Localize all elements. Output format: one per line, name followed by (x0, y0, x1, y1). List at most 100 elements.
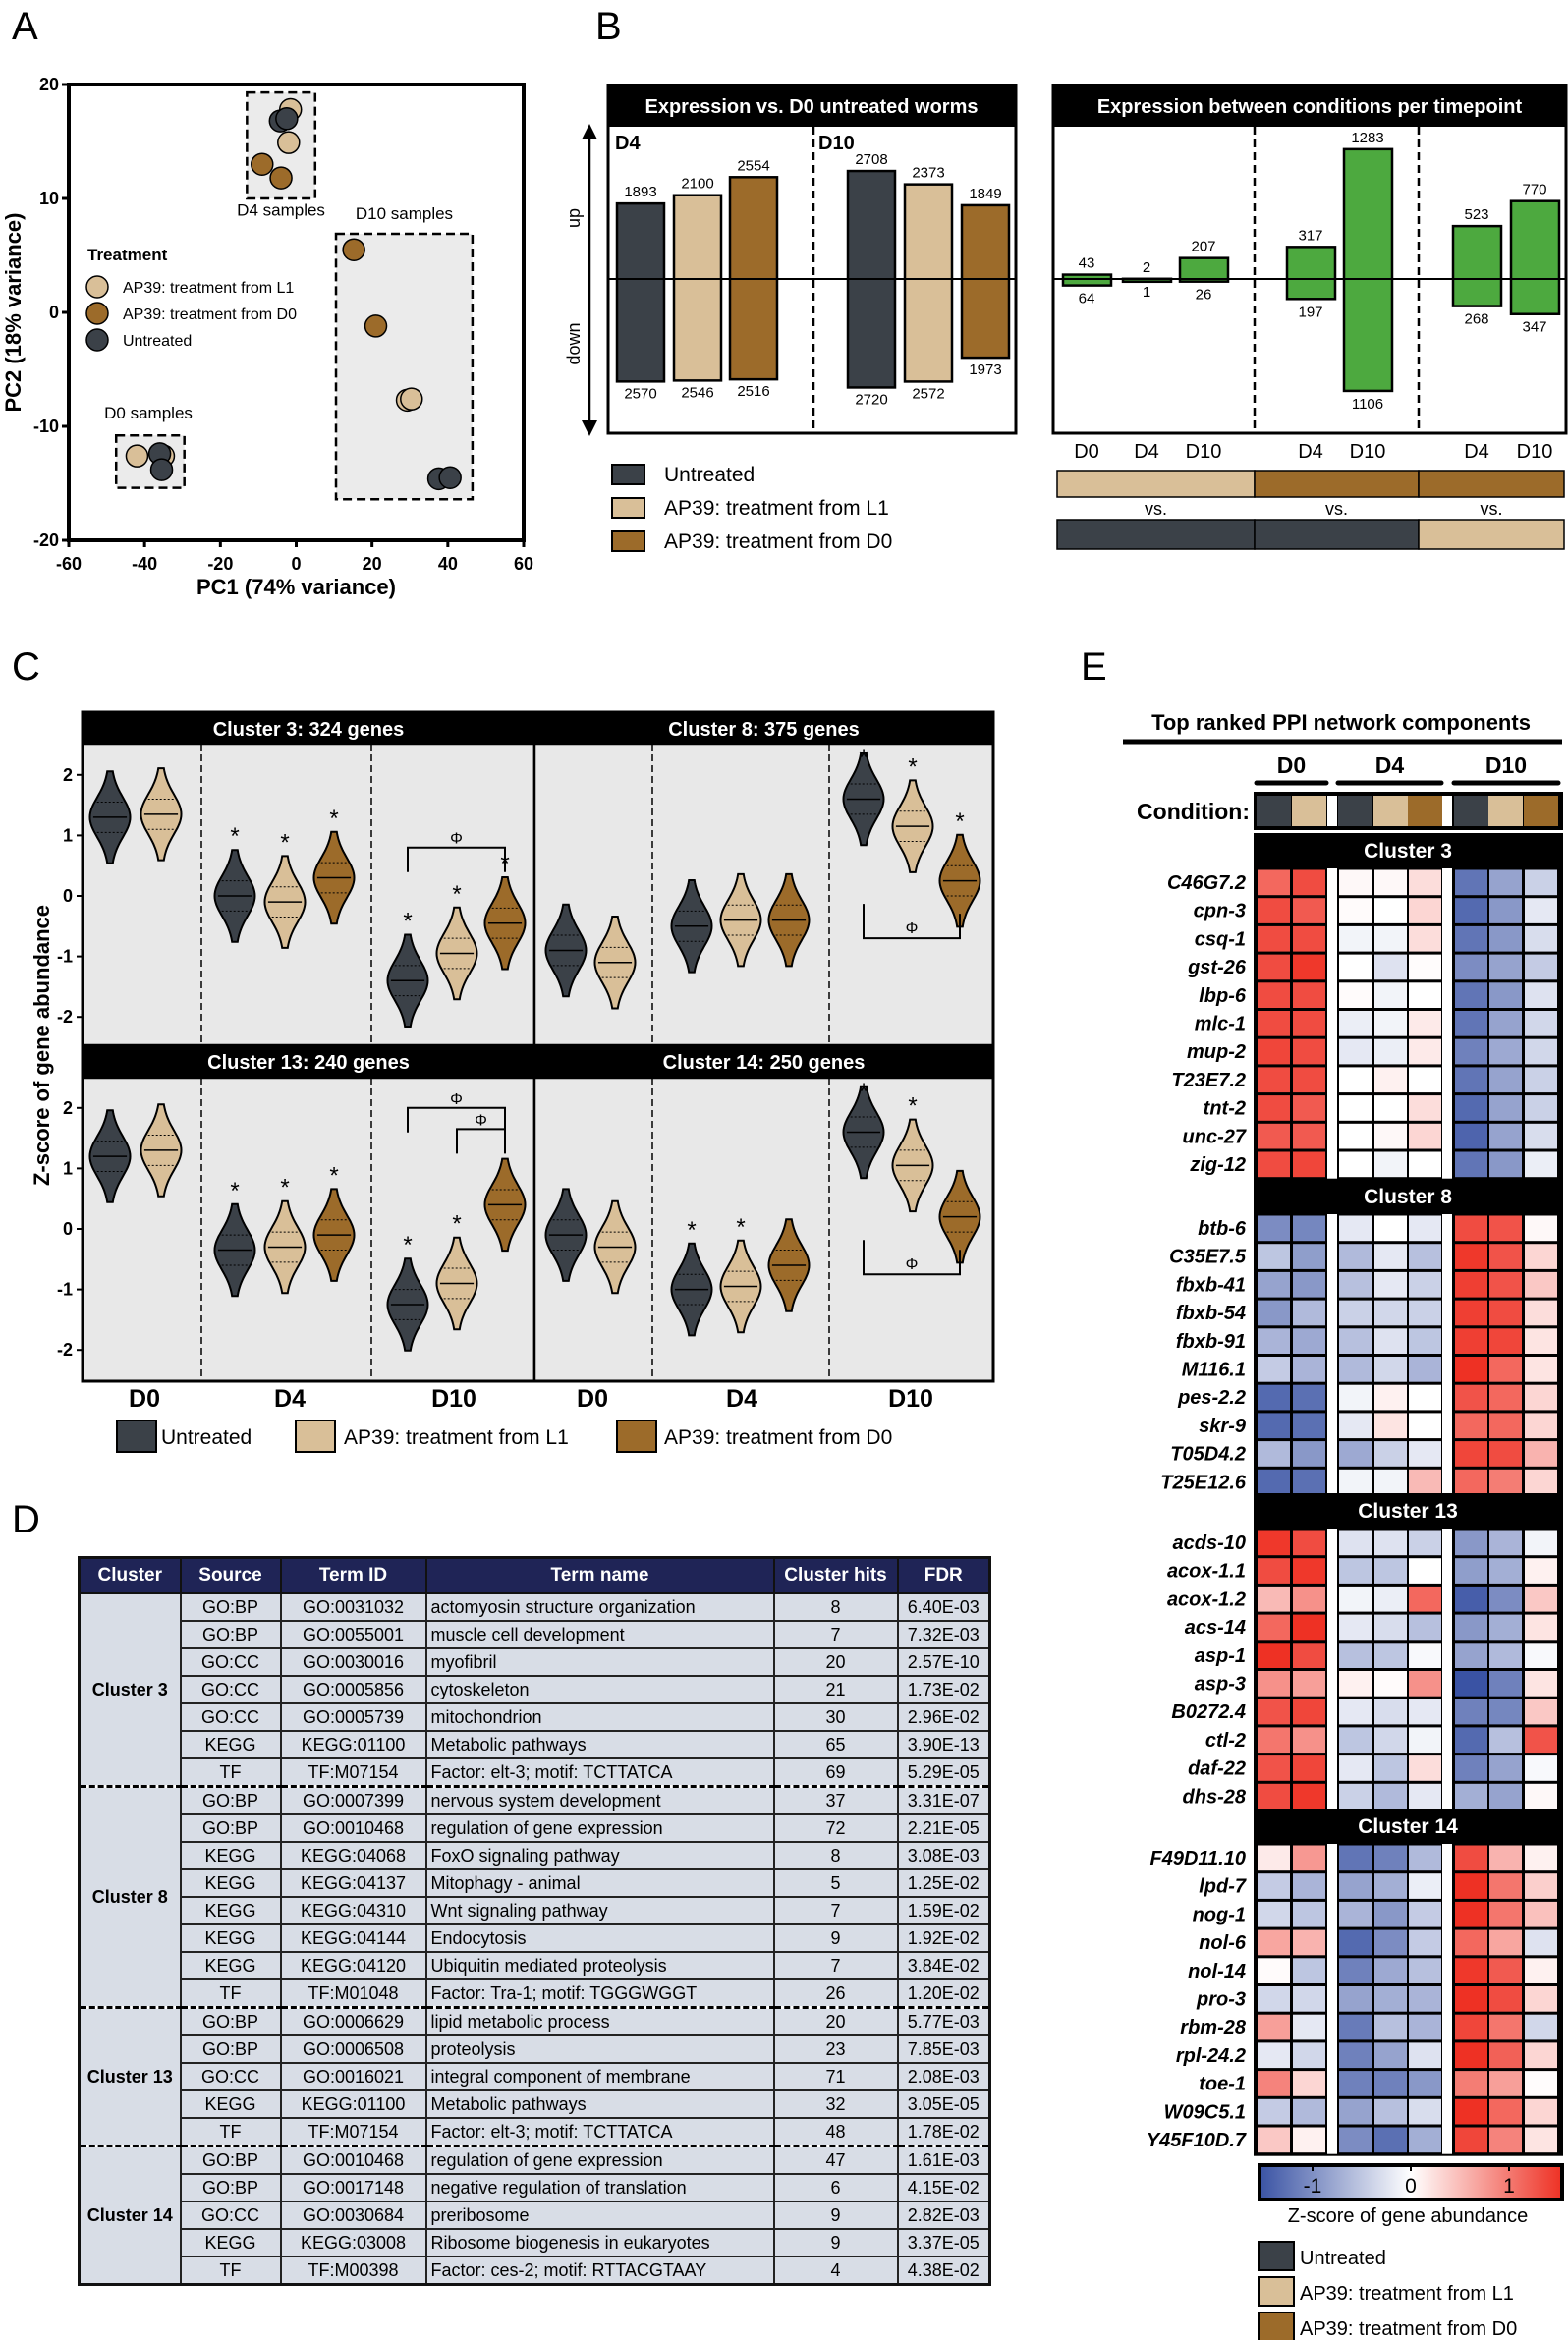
panel-letter-d: D (12, 1498, 40, 1541)
bar (615, 201, 666, 383)
fdr-cell: 3.08E-03 (896, 1841, 991, 1870)
heatmap-cell (1525, 1441, 1557, 1467)
heatmap-cell (1293, 925, 1325, 952)
phi-marker: Φ (450, 831, 463, 848)
table-row: KEGG KEGG:04120 Ubiquitin mediated proteol… (80, 1951, 991, 1980)
x-tick-label: D4 (1298, 441, 1323, 463)
bar (903, 183, 954, 383)
heatmap-cell (1258, 1215, 1290, 1242)
y-tick-label: 0 (63, 1219, 73, 1239)
heatmap-cell (1409, 1671, 1441, 1697)
group-label: D0 samples (104, 404, 193, 422)
heatmap-cell (1258, 1300, 1290, 1326)
legend-swatch (1258, 2241, 1295, 2271)
heatmap-cell (1525, 1530, 1557, 1556)
heatmap-cell (1293, 982, 1325, 1008)
condition-cell (1292, 796, 1326, 826)
legend-swatch (611, 464, 645, 485)
fdr-cell: 2.96E-02 (896, 1702, 991, 1732)
heatmap-cell (1455, 1671, 1487, 1697)
x-tick-label: D10 (1517, 441, 1553, 463)
term-name-cell: lipid metabolic process (424, 2006, 775, 2036)
source-cell: GO:BP (179, 1592, 282, 1622)
bar-label-up: 207 (1191, 239, 1215, 255)
heatmap-cell (1258, 1011, 1290, 1036)
heatmap-cell (1293, 1558, 1325, 1584)
table-row: KEGG KEGG:03008 Ribosome biogenesis in euk… (80, 2228, 991, 2257)
heatmap-cell (1525, 1783, 1557, 1810)
panel-letter-a: A (12, 5, 38, 48)
heatmap-cell (1258, 2014, 1290, 2040)
heatmap-cell (1409, 869, 1441, 896)
table-row: KEGG KEGG:04068 FoxO signaling pathway 8 3.0… (80, 1841, 991, 1870)
fdr-cell: 1.78E-02 (896, 2117, 991, 2147)
heatmap-cell (1293, 1123, 1325, 1149)
heatmap-cell (1258, 954, 1290, 980)
term-name-cell: Endocytosis (424, 1923, 775, 1953)
heatmap-cell (1293, 1011, 1325, 1036)
gene-label: T05D4.2 (1170, 1444, 1246, 1466)
bar (672, 194, 723, 382)
heatmap-cell (1374, 1357, 1407, 1382)
term-id-cell: KEGG:03008 (279, 2228, 427, 2257)
gene-label: acds-10 (1173, 1532, 1247, 1554)
heatmap-cell (1489, 1244, 1522, 1269)
heatmap-cell (1455, 1151, 1487, 1178)
heatmap-cell (1525, 1699, 1557, 1725)
y-tick-label: -1 (57, 1280, 73, 1300)
term-id-cell: GO:0010468 (279, 2145, 427, 2175)
heatmap-cell (1455, 898, 1487, 923)
heatmap-cell (1293, 1441, 1325, 1467)
heatmap-cell (1339, 1901, 1372, 1927)
heatmap-cell (1258, 1357, 1290, 1382)
heatmap-cell (1455, 1038, 1487, 1065)
term-id-cell: KEGG:04144 (279, 1923, 427, 1953)
heatmap-cell (1374, 1123, 1407, 1149)
heatmap-cell (1455, 1095, 1487, 1121)
heatmap-cell (1409, 982, 1441, 1008)
term-name-cell: nervous system development (424, 1785, 775, 1815)
violin-panel (81, 1076, 536, 1383)
heatmap-cell (1525, 1845, 1557, 1871)
gene-label: tnt-2 (1204, 1098, 1246, 1120)
heatmap-cell (1293, 1643, 1325, 1668)
violin-frame (81, 710, 995, 1383)
heatmap-cell (1455, 1271, 1487, 1298)
y-tick-label: 2 (63, 1098, 73, 1118)
heatmap-cell (1409, 1215, 1441, 1242)
heatmap-cell (1455, 1558, 1487, 1584)
timepoint-label: D4 (274, 1385, 306, 1413)
x-axis-label: PC1 (74% variance) (196, 575, 396, 599)
heatmap-cell (1258, 1384, 1290, 1411)
gene-label: nol-6 (1199, 1932, 1247, 1954)
heatmap-cell (1293, 1929, 1325, 1956)
heatmap-cell (1339, 869, 1372, 896)
heatmap-cell (1339, 1271, 1372, 1298)
chart-frame (606, 84, 1018, 435)
vs-label: vs. (1145, 499, 1167, 519)
term-id-cell: TF:M07154 (279, 1757, 427, 1788)
heatmap-cell (1525, 1300, 1557, 1326)
heatmap-cell (1374, 1873, 1407, 1899)
chart-header (1053, 85, 1566, 127)
source-cell: GO:BP (179, 2145, 282, 2175)
bar-label-down: 2516 (737, 383, 769, 400)
legend-marker (85, 302, 109, 325)
heatmap-cell (1258, 1727, 1290, 1754)
column-gap (1442, 1529, 1452, 1811)
cluster-cell: Cluster 14 (78, 2145, 182, 2286)
heatmap-cell (1525, 1413, 1557, 1439)
term-name-cell: Wnt signaling pathway (424, 1896, 775, 1925)
term-name-cell: cytoskeleton (424, 1675, 775, 1704)
bar (1061, 273, 1113, 287)
heatmap-cell (1409, 1901, 1441, 1927)
cluster-title: Cluster 14 (1358, 1815, 1458, 1838)
heatmap-cell (1455, 982, 1487, 1008)
condition-cell (1524, 796, 1558, 826)
bar-label-up: 523 (1464, 206, 1488, 223)
heatmap-cell (1409, 1328, 1441, 1354)
heatmap-cell (1525, 2098, 1557, 2125)
heatmap-cell (1258, 1151, 1290, 1178)
heatmap-cell (1525, 1357, 1557, 1382)
column-gap (1327, 868, 1337, 1179)
